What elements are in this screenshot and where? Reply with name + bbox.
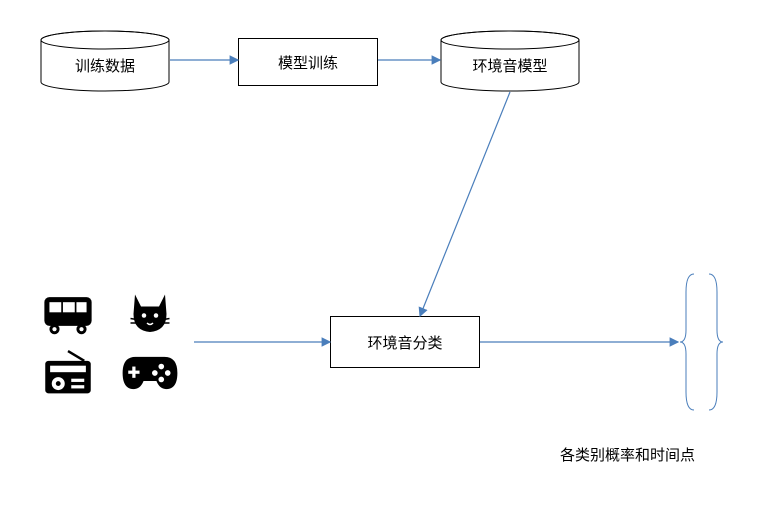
radio-icon (42, 349, 94, 397)
node-training-data: 训练数据 (40, 30, 170, 92)
node-env-sound-model-label: 环境音模型 (472, 55, 547, 76)
output-label: 各类别概率和时间点 (560, 444, 695, 465)
node-training-data-label: 训练数据 (75, 55, 135, 76)
node-env-sound-model: 环境音模型 (440, 30, 580, 92)
brace-right-icon (705, 272, 723, 412)
bus-icon (41, 292, 95, 336)
cat-icon (126, 290, 174, 338)
brace-left-icon (680, 272, 698, 412)
input-icons-grid (34, 288, 184, 398)
gamepad-icon (121, 353, 179, 393)
node-env-sound-classification-label: 环境音分类 (367, 332, 442, 353)
node-model-training: 模型训练 (238, 38, 378, 86)
node-env-sound-classification: 环境音分类 (330, 316, 480, 368)
node-model-training-label: 模型训练 (278, 52, 338, 73)
edge-arrow (420, 92, 510, 316)
